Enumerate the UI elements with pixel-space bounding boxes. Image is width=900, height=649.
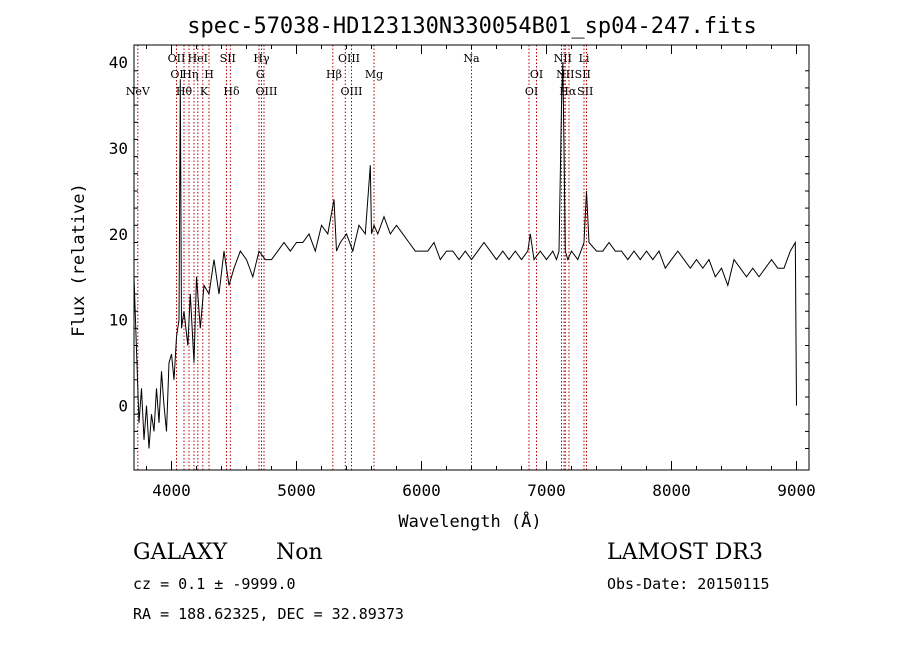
line-label: NII xyxy=(554,52,572,65)
line-label: OIII xyxy=(338,52,360,65)
line-label: OII xyxy=(168,52,186,65)
line-label: Hη xyxy=(182,68,198,81)
line-label: H xyxy=(204,68,214,81)
y-tick-label: 40 xyxy=(109,53,128,72)
y-axis-ticks: 0 10 20 30 40 xyxy=(109,53,809,449)
y-tick-label: 30 xyxy=(109,139,128,158)
line-label: Hγ xyxy=(253,52,270,65)
line-label: SII xyxy=(220,52,236,65)
line-label: Hδ xyxy=(223,85,240,98)
object-subclass: Non xyxy=(276,540,323,565)
line-label: G xyxy=(256,68,265,81)
x-tick-label: 8000 xyxy=(652,481,691,500)
survey-name: LAMOST DR3 xyxy=(607,540,763,565)
object-class: GALAXY xyxy=(133,540,228,565)
line-label: OI xyxy=(525,85,538,98)
line-label: NII xyxy=(556,68,574,81)
redshift-cz: cz = 0.1 ± -9999.0 xyxy=(133,575,296,593)
line-label: SII xyxy=(577,85,593,98)
line-label: NeV xyxy=(126,85,151,98)
line-label: Li xyxy=(579,52,590,65)
x-tick-label: 4000 xyxy=(152,481,191,500)
line-label: OI xyxy=(530,68,543,81)
line-label: OIII xyxy=(340,85,362,98)
y-axis-label: Flux (relative) xyxy=(69,183,89,337)
x-tick-label: 7000 xyxy=(527,481,566,500)
chart-title: spec-57038-HD123130N330054B01_sp04-247.f… xyxy=(187,14,757,39)
x-tick-label: 9000 xyxy=(777,481,816,500)
line-label: HeI xyxy=(188,52,208,65)
x-axis-label: Wavelength (Å) xyxy=(398,510,541,532)
line-label: K xyxy=(200,85,209,98)
emission-line-guides xyxy=(137,45,587,470)
observation-date: Obs-Date: 20150115 xyxy=(607,575,770,593)
line-label: SII xyxy=(575,68,591,81)
line-label: Hθ xyxy=(176,85,193,98)
line-label: Hβ xyxy=(326,68,342,81)
line-label: Mg xyxy=(365,68,383,81)
x-tick-label: 6000 xyxy=(402,481,441,500)
x-axis-ticks: 4000 5000 6000 7000 8000 9000 xyxy=(146,45,816,500)
y-tick-label: 0 xyxy=(118,397,128,416)
line-label: OI xyxy=(170,68,183,81)
ra-dec-coordinates: RA = 188.62325, DEC = 32.89373 xyxy=(133,605,404,623)
line-label: OIII xyxy=(255,85,277,98)
y-tick-label: 10 xyxy=(109,311,128,330)
y-tick-label: 20 xyxy=(109,225,128,244)
spectrum-line xyxy=(133,62,797,449)
emission-line-labels: NeVOIIOIHθHηHeIKHSIIHδHγGOIIIOIIIHβOIIIM… xyxy=(126,52,594,98)
line-label: Na xyxy=(463,52,480,65)
x-tick-label: 5000 xyxy=(277,481,316,500)
